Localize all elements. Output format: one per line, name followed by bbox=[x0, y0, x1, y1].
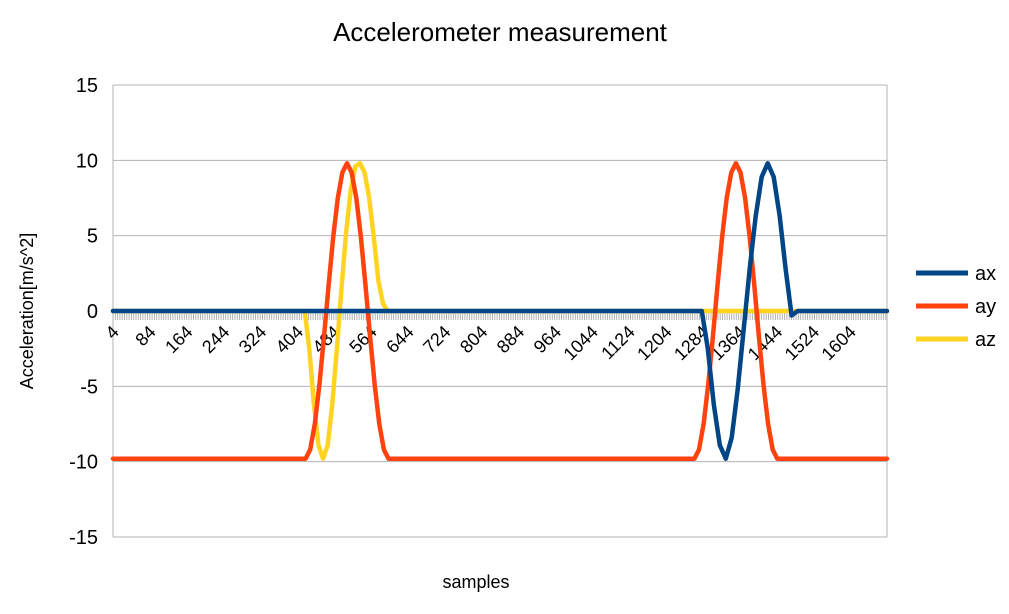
y-axis-label: Acceleration[m/s^2] bbox=[17, 233, 37, 390]
legend-label-ay: ay bbox=[975, 296, 996, 318]
series-line-ax bbox=[110, 161, 890, 461]
y-tick-label: 10 bbox=[76, 150, 98, 172]
y-tick-label: 0 bbox=[87, 301, 98, 323]
series-line-ay bbox=[110, 161, 890, 461]
y-axis-ticks: 15 10 5 0 -5 -10 -15 bbox=[69, 75, 98, 549]
x-tick-label: 1604 bbox=[818, 322, 860, 364]
x-tick-label: 1444 bbox=[744, 322, 786, 364]
x-tick-label: 1044 bbox=[560, 322, 602, 364]
legend-label-ax: ax bbox=[975, 263, 996, 285]
y-tick-label: -5 bbox=[80, 376, 98, 398]
x-tick-label: 1124 bbox=[597, 322, 639, 364]
x-axis-label: samples bbox=[442, 572, 509, 592]
x-tick-label: 724 bbox=[419, 322, 454, 357]
legend: ax ay az bbox=[916, 263, 996, 351]
x-tick-label: 4 bbox=[102, 322, 123, 343]
x-tick-label: 1524 bbox=[781, 322, 823, 364]
legend-label-az: az bbox=[975, 329, 996, 351]
x-tick-label: 84 bbox=[131, 322, 159, 350]
series-lines bbox=[110, 161, 890, 461]
x-tick-label: 564 bbox=[345, 322, 380, 357]
x-tick-label: 644 bbox=[382, 322, 417, 357]
x-tick-label: 324 bbox=[235, 322, 270, 357]
x-tick-label: 964 bbox=[530, 322, 565, 357]
x-tick-label: 244 bbox=[198, 322, 233, 357]
x-tick-label: 804 bbox=[456, 322, 491, 357]
y-tick-label: 5 bbox=[87, 226, 98, 248]
x-tick-label: 884 bbox=[493, 322, 528, 357]
y-tick-label: -15 bbox=[69, 527, 98, 549]
y-tick-label: 15 bbox=[76, 75, 98, 97]
x-tick-label: 404 bbox=[272, 322, 307, 357]
x-tick-label: 1204 bbox=[633, 322, 675, 364]
chart-title: Accelerometer measurement bbox=[333, 17, 668, 47]
y-tick-label: -10 bbox=[69, 452, 98, 474]
x-axis-ticks: 4 84 164 244 324 404 484 564 644 724 804 884 9641044… bbox=[102, 322, 860, 364]
x-tick-label: 164 bbox=[161, 322, 196, 357]
